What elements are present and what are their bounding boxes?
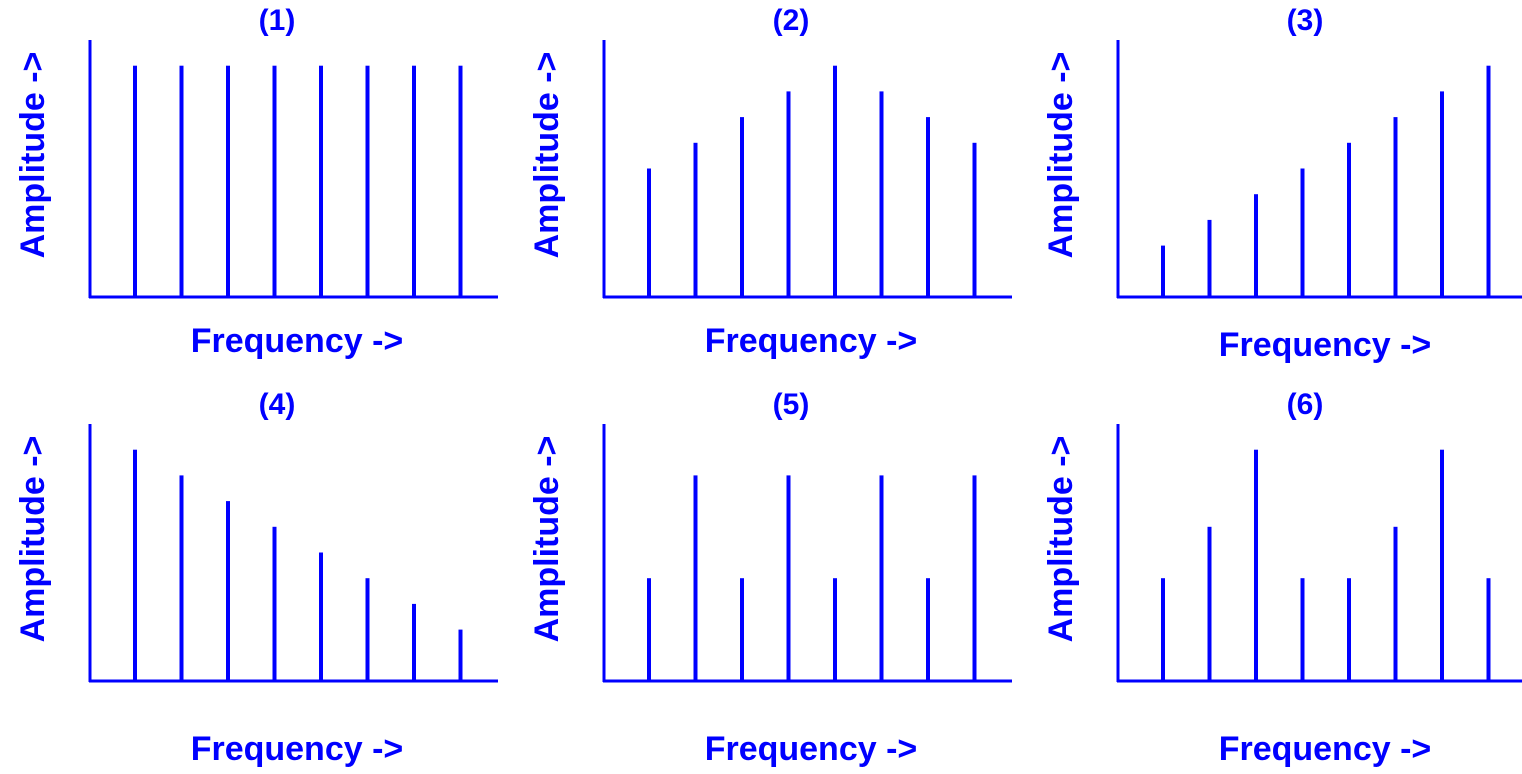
spectral-line-bar [458,65,463,297]
spectral-line-bar [319,65,323,297]
spectral-line-bar [1393,526,1398,681]
y-axis-label: Amplitude -> [528,436,566,643]
spectral-line-bar [133,449,137,681]
spectral-line-bar [1440,91,1444,298]
y-axis-label: Amplitude -> [1042,52,1080,259]
spectral-line-bar [786,475,791,681]
spectral-line-bar [412,603,416,681]
spectral-line-bar [365,65,370,297]
spectral-line-bar [647,168,651,297]
spectral-line-bar [740,117,744,297]
spectral-line-bar [412,65,416,297]
panel-title: (4) [259,388,296,421]
spectral-line-bar [1486,65,1491,297]
spectral-line-bar [786,91,791,298]
x-axis-label: Frequency -> [705,730,918,768]
spectral-line-bar [458,629,463,681]
spectral-line-bar [272,526,277,681]
spectral-line-bar [972,142,977,297]
spectral-line-bar [133,65,137,297]
x-axis-label: Frequency -> [191,322,404,360]
spectral-line-bar [833,578,837,681]
spectral-line-bar [272,65,277,297]
spectrum-panel-4: (4) Frequency -> Amplitude -> [14,388,498,768]
spectrum-panel-1: (1) Frequency -> Amplitude -> [14,4,498,360]
panel-title: (2) [773,4,810,37]
panel-title: (3) [1287,4,1324,37]
y-axis-label: Amplitude -> [14,52,52,259]
spectral-line-bar [179,475,184,681]
spectral-line-bar [740,578,744,681]
x-axis-label: Frequency -> [191,730,404,768]
spectral-line-bar [1393,117,1398,297]
spectral-line-bar [1300,578,1305,681]
x-axis-label: Frequency -> [1219,326,1432,364]
spectral-line-bar [319,552,323,681]
spectral-line-bar [1161,245,1165,297]
panel-title: (6) [1287,388,1324,421]
spectrum-panel-6: (6) Frequency -> Amplitude -> [1042,388,1522,768]
spectral-line-bar [1254,194,1258,297]
spectral-line-bar [926,578,930,681]
spectral-line-bar [226,65,230,297]
spectral-line-bar [879,475,884,681]
spectral-line-bar [1347,142,1351,297]
spectrum-panel-3: (3) Frequency -> Amplitude -> [1042,4,1522,364]
spectrum-panel-2: (2) Frequency -> Amplitude -> [528,4,1012,360]
spectral-line-bar [972,475,977,681]
spectral-line-bar [1254,449,1258,681]
spectral-line-bar [1161,578,1165,681]
y-axis-label: Amplitude -> [14,436,52,643]
spectral-line-bar [179,65,184,297]
spectral-line-bar [1207,219,1212,297]
spectral-line-bar [1207,526,1212,681]
spectral-line-bar [226,501,230,681]
y-axis-label: Amplitude -> [528,52,566,259]
spectral-line-bar [693,475,698,681]
panel-title: (1) [259,4,296,37]
spectral-line-bar [1440,449,1444,681]
spectral-line-bar [1347,578,1351,681]
spectral-line-bar [647,578,651,681]
x-axis-label: Frequency -> [1219,730,1432,768]
spectral-line-bar [926,117,930,297]
spectral-line-bar [879,91,884,298]
spectrum-panel-5: (5) Frequency -> Amplitude -> [528,388,1012,768]
spectral-line-bar [693,142,698,297]
spectral-line-bar [1300,168,1305,297]
spectral-line-bar [833,65,837,297]
spectral-line-bar [365,578,370,681]
spectral-line-bar [1486,578,1491,681]
x-axis-label: Frequency -> [705,322,918,360]
panel-title: (5) [773,388,810,421]
y-axis-label: Amplitude -> [1042,436,1080,643]
